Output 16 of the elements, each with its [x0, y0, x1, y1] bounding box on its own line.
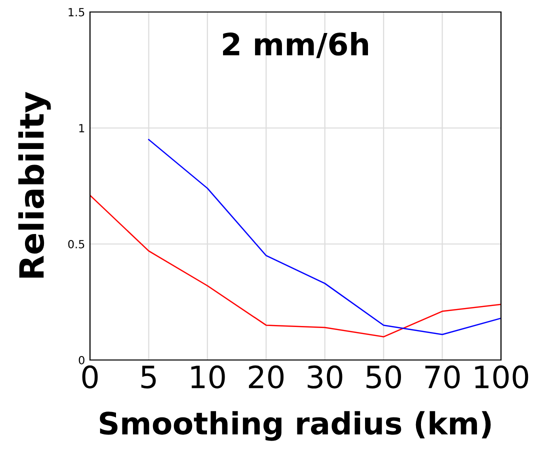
line-series [90, 194, 501, 338]
x-tick-label: 70 [425, 365, 460, 389]
y-tick-label: 0 [78, 356, 84, 364]
x-axis-title: Smoothing radius (km) [100, 411, 491, 441]
x-tick-label: 5 [141, 366, 156, 389]
line-series [148, 138, 501, 336]
text: 2 mm/6h [223, 32, 368, 58]
x-tick-label: 10 [191, 365, 225, 389]
x-tick-label: 50 [366, 365, 401, 389]
y-tick-label: 0.5 [68, 240, 84, 248]
y-tick-label: 1 [79, 124, 84, 132]
x-tick-label: 100 [475, 365, 528, 389]
y-axis-title: Reliability [18, 92, 51, 278]
y-tick-label: 1.5 [68, 8, 84, 16]
x-tick-label: 30 [308, 365, 342, 389]
x-tick-label: 20 [248, 365, 284, 389]
